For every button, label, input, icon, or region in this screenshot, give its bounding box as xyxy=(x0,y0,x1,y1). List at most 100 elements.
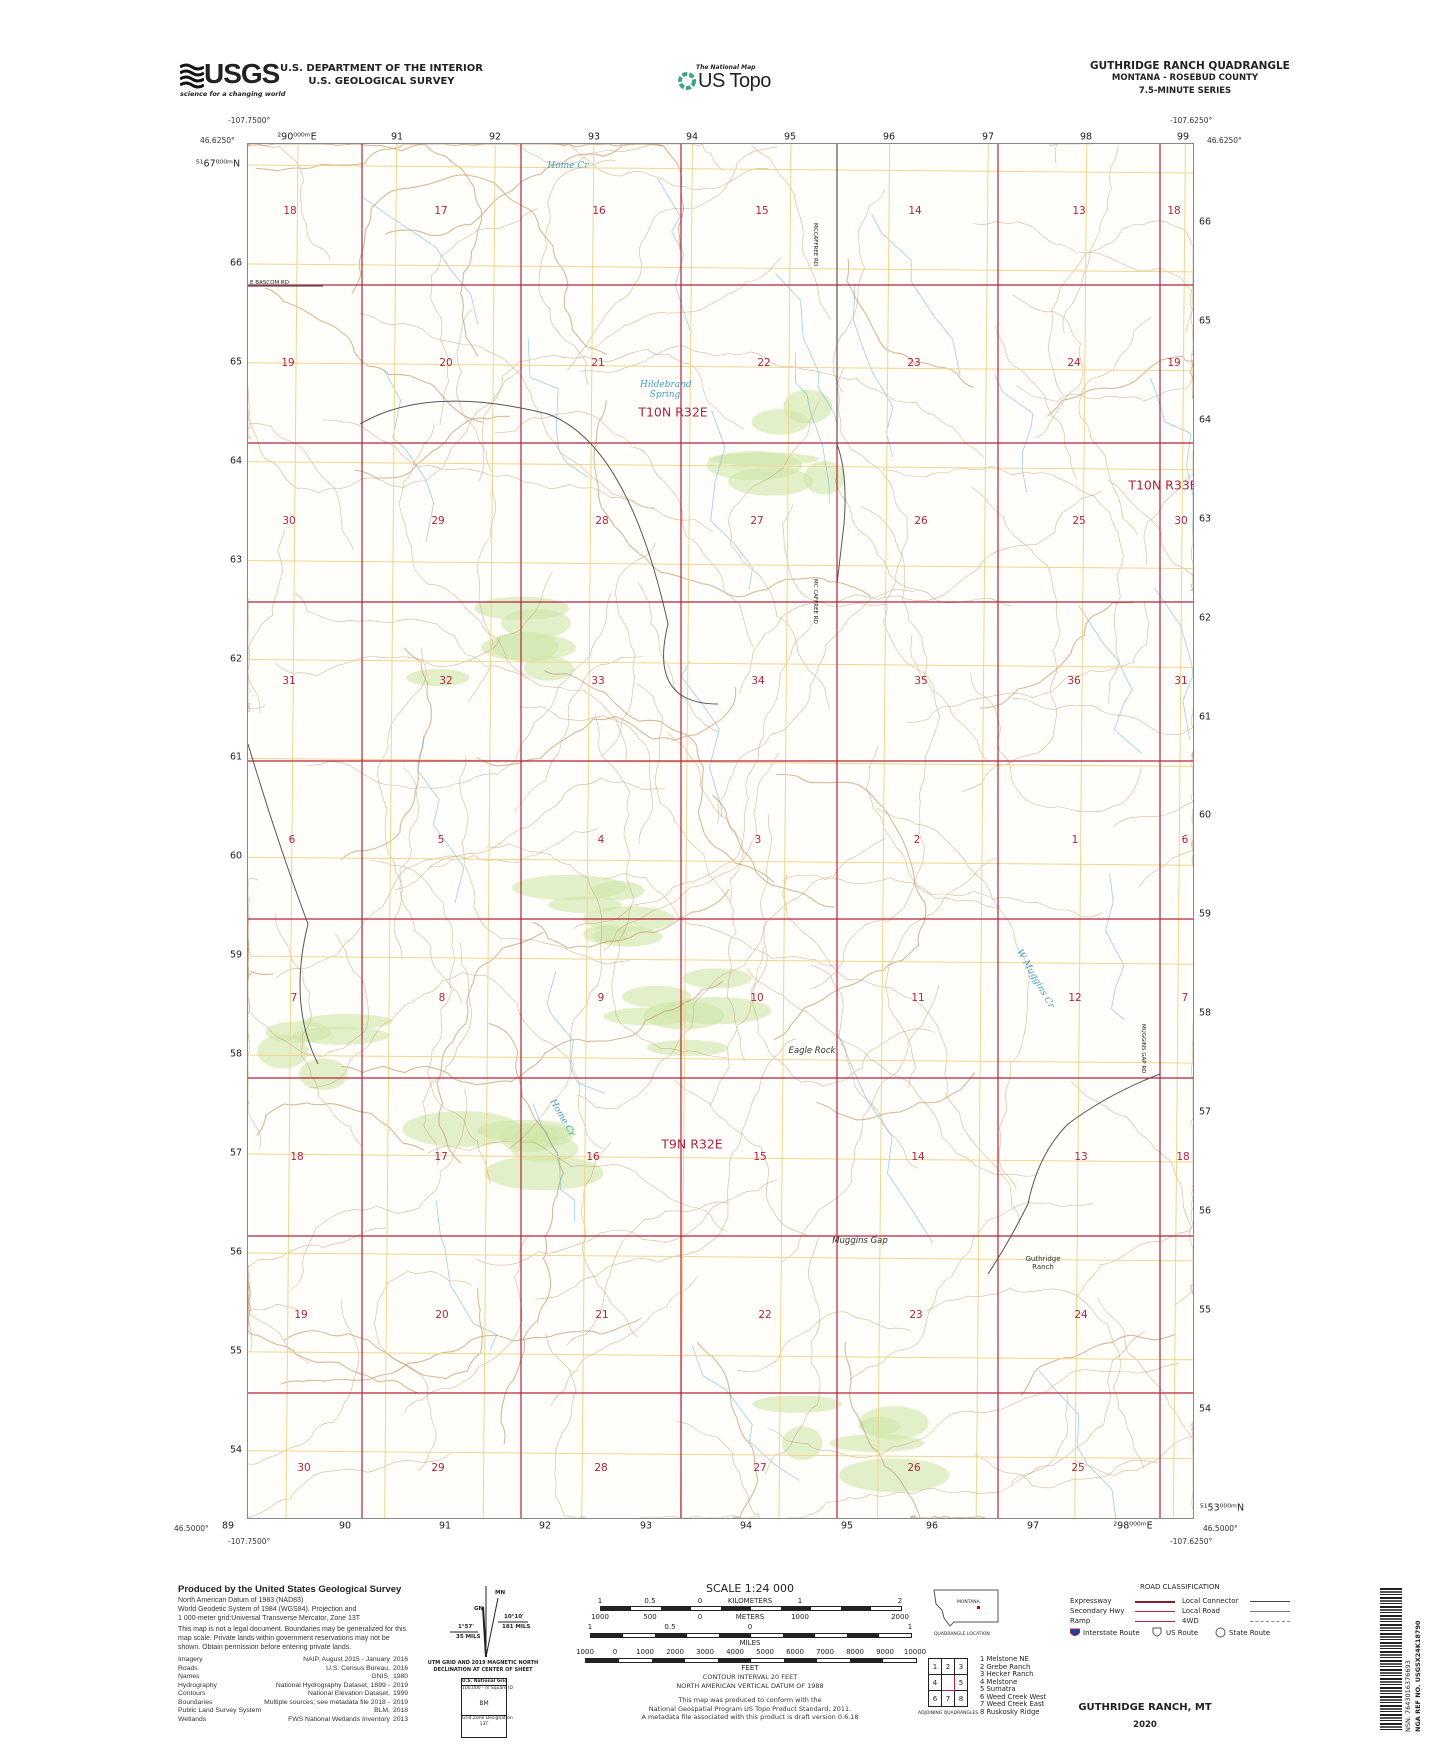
map-year: 2020 xyxy=(1133,1720,1157,1730)
quadrangle-location: MONTANA QUADRANGLE LOCATION xyxy=(932,1588,1012,1638)
source-name: NAIP, August 2015 - January xyxy=(303,1656,390,1663)
contour-line xyxy=(602,872,837,967)
northing-label-right: 63 xyxy=(1198,513,1212,525)
contour-line xyxy=(264,287,484,423)
utm-grid-line xyxy=(581,144,595,1518)
contour-line xyxy=(767,1363,1180,1458)
contour-line xyxy=(248,933,369,1057)
section-number: 16 xyxy=(592,205,606,217)
legend-us-route: US Route xyxy=(1166,1629,1199,1637)
contour-line xyxy=(354,415,510,479)
contour-line xyxy=(637,582,719,733)
stream xyxy=(994,374,1034,492)
stream xyxy=(795,352,830,504)
zone-label: Grid Zone Designation xyxy=(462,1715,513,1721)
state-label: MONTANA xyxy=(957,1600,980,1605)
contour-line xyxy=(667,732,744,902)
scale-label: 2 xyxy=(897,1597,903,1605)
contour-line xyxy=(1062,145,1119,334)
scale-unit: MILES xyxy=(739,1639,761,1647)
conform-note: A metadata file associated with this pro… xyxy=(641,1713,859,1721)
contour-line xyxy=(476,1179,778,1266)
contour-line xyxy=(565,1201,730,1347)
vertical-datum: NORTH AMERICAN VERTICAL DATUM OF 1988 xyxy=(676,1681,824,1690)
adjoining-cell xyxy=(941,1674,955,1691)
vegetation-patch xyxy=(406,669,470,687)
place-name: Eagle Rock xyxy=(788,1046,836,1056)
contour-line xyxy=(816,1072,976,1121)
usgs-tagline: science for a changing world xyxy=(180,90,286,98)
legend-ramp: Ramp xyxy=(1070,1617,1091,1625)
utm-grid-line xyxy=(248,659,1193,668)
adjoining-cell: 8 xyxy=(954,1690,968,1707)
section-number: 20 xyxy=(435,1309,449,1321)
source-row: Boundaries Multiple sources; see metadata… xyxy=(178,1699,408,1708)
contour-line xyxy=(810,635,941,990)
scale-label: 1 xyxy=(587,1623,593,1631)
scale-label: 1 xyxy=(597,1597,603,1605)
contour-line xyxy=(476,686,737,767)
contour-line xyxy=(1012,698,1193,735)
section-number: 36 xyxy=(1067,675,1081,687)
section-number: 26 xyxy=(907,1462,921,1474)
adjoining-name: 1 Melstone NE xyxy=(980,1655,1029,1663)
scale-label: 6000 xyxy=(786,1648,804,1656)
place-name: Muggins Gap xyxy=(832,1236,888,1246)
vegetation-patch xyxy=(707,452,820,466)
contour-line xyxy=(1020,1333,1176,1396)
contour-line xyxy=(782,873,1020,1226)
easting-label-bottom: 96 xyxy=(925,1520,939,1532)
northing-label-right: 65 xyxy=(1198,315,1212,327)
scale-block: SCALE 1:24 000 1 0.5 0 1 2 KILOMETERS 1000 500 0… xyxy=(560,1582,940,1722)
section-number: 6 xyxy=(1181,834,1189,846)
source-row: Roads U.S. Census Bureau, 2016 xyxy=(178,1665,408,1674)
montana-outline-icon xyxy=(933,1589,999,1627)
scale-label: 0 xyxy=(697,1597,703,1605)
contour-line xyxy=(275,571,553,677)
northing-label-left: 59 xyxy=(229,949,243,961)
source-row: Wetlands FWS National Wetlands Inventory 2… xyxy=(178,1716,408,1725)
source-year: 2018 xyxy=(392,1707,409,1714)
contour-line xyxy=(601,542,656,757)
section-number: 30 xyxy=(297,1462,311,1474)
vegetation-patch xyxy=(474,596,570,620)
source-year: 2013 xyxy=(392,1715,409,1723)
stream xyxy=(871,213,961,376)
road-mccaffree xyxy=(836,144,846,585)
contour-line xyxy=(866,745,1000,908)
source-name: FWS National Wetlands Inventory xyxy=(288,1715,390,1723)
scale-unit: METERS xyxy=(735,1613,765,1621)
national-map-label: The National Map xyxy=(696,64,756,71)
scale-label: 500 xyxy=(643,1613,657,1621)
utm-grid-line xyxy=(778,144,792,1518)
northing-label-right: 57 xyxy=(1198,1106,1212,1118)
contour-line xyxy=(535,1038,797,1300)
northing-label-right: 64 xyxy=(1198,414,1212,426)
stream xyxy=(1150,377,1193,536)
scale-label: 5000 xyxy=(756,1648,774,1656)
contour-line xyxy=(636,683,746,1062)
contour-line xyxy=(594,714,727,1059)
source-item: Names xyxy=(178,1673,200,1680)
contour-line xyxy=(780,984,940,1263)
legend-state-route: State Route xyxy=(1229,1629,1271,1637)
easting-label-top: ²90⁰⁰⁰ᵐE xyxy=(277,131,317,143)
topographic-map[interactable]: 18 17 16 15 14 13 18 19 20 21 22 23 24 19 30 29 28 27 26 25… xyxy=(247,143,1194,1519)
se-latitude: 46.5000° xyxy=(1203,1524,1238,1533)
scale-unit: FEET xyxy=(741,1664,759,1672)
section-number: 5 xyxy=(437,834,445,846)
datum-line: World Geodetic System of 1984 (WGS84). P… xyxy=(178,1606,357,1613)
adjoining-cell: 5 xyxy=(954,1674,968,1691)
contour-line xyxy=(638,1421,760,1518)
northing-label-left: 58 xyxy=(229,1048,243,1060)
contour-line xyxy=(428,777,666,869)
northing-label-left: ⁵¹67⁰⁰⁰ᵐN xyxy=(195,158,241,170)
section-number: 30 xyxy=(1174,515,1188,527)
contour-line xyxy=(673,1079,808,1236)
scale-unit: KILOMETERS xyxy=(727,1597,773,1605)
scale-label: 2000 xyxy=(666,1648,684,1656)
easting-label-top: 98 xyxy=(1079,131,1093,143)
agency-block: U.S. DEPARTMENT OF THE INTERIOR U.S. GEO… xyxy=(280,62,483,88)
easting-label-bottom: 94 xyxy=(739,1520,753,1532)
easting-label-top: 91 xyxy=(390,131,404,143)
